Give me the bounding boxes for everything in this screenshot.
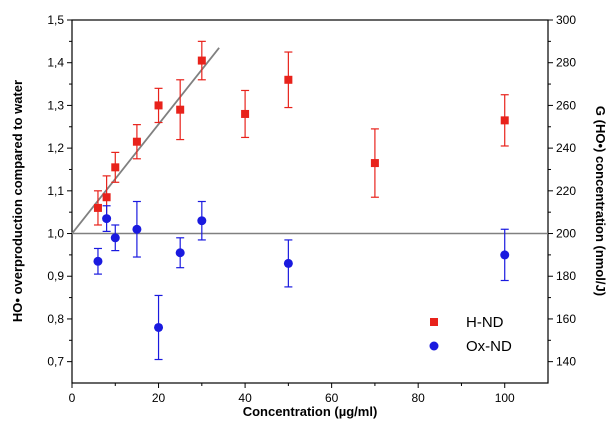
x-tick-label: 20	[152, 391, 166, 405]
y-left-tick-label: 0,7	[47, 355, 64, 369]
data-point-h-nd	[176, 105, 185, 114]
y-right-tick-label: 220	[556, 184, 576, 198]
legend: H-ND Ox-ND	[429, 314, 512, 355]
y-right-tick-label: 160	[556, 312, 576, 326]
y-right-tick-label: 260	[556, 98, 576, 112]
y-left-tick-label: 0,9	[47, 269, 64, 283]
data-point-ox-nd	[110, 233, 120, 243]
x-tick-label: 60	[325, 391, 339, 405]
y-axis-right-title: G (HO•) concentration (nmol/J)	[593, 106, 608, 296]
x-axis: 0 20 40 60 80 100	[69, 383, 515, 405]
x-tick-label: 80	[412, 391, 426, 405]
y-right-tick-label: 140	[556, 355, 576, 369]
data-point-h-nd	[102, 193, 111, 202]
data-point-ox-nd	[93, 256, 103, 266]
y-right-tick-label: 240	[556, 141, 576, 155]
data-point-h-nd	[93, 203, 102, 212]
data-point-ox-nd	[132, 224, 142, 234]
y-left-tick-label: 1,4	[47, 56, 64, 70]
legend-marker-ox-nd	[429, 341, 439, 351]
plot-frame	[71, 19, 549, 384]
legend-marker-h-nd	[430, 318, 438, 326]
y-right-tick-label: 200	[556, 227, 576, 241]
legend-label-ox-nd: Ox-ND	[466, 338, 512, 355]
data-point-h-nd	[197, 56, 206, 65]
fit-line	[71, 47, 220, 235]
y-left-tick-label: 0,8	[47, 312, 64, 326]
y-left-tick-label: 1,5	[47, 13, 64, 27]
x-tick-label: 0	[69, 391, 76, 405]
data-point-ox-nd	[197, 216, 207, 226]
data-point-ox-nd	[154, 322, 164, 332]
data-point-h-nd	[500, 116, 509, 125]
x-axis-title: Concentration (µg/ml)	[243, 404, 378, 419]
y-axis-left-title: HO• overproduction compared to water	[10, 80, 25, 322]
series-h-nd	[93, 40, 509, 226]
y-left-tick-label: 1,2	[47, 141, 64, 155]
y-left-tick-label: 1,0	[47, 227, 64, 241]
data-point-h-nd	[370, 159, 379, 168]
series-layer	[93, 40, 510, 361]
data-point-ox-nd	[283, 258, 293, 268]
data-point-h-nd	[154, 101, 163, 110]
y-right-tick-label: 300	[556, 13, 576, 27]
data-point-ox-nd	[102, 214, 112, 224]
y-axis-left: 0,7 0,8 0,9 1,0 1,1 1,2 1,3 1,4 1,5	[47, 13, 72, 369]
data-point-ox-nd	[175, 248, 185, 258]
data-point-h-nd	[284, 75, 293, 84]
y-axis-right: 140 160 180 200 220 240 260 280 300	[548, 13, 576, 369]
x-tick-label: 40	[238, 391, 252, 405]
x-tick-label: 100	[495, 391, 515, 405]
data-point-h-nd	[241, 109, 250, 118]
y-right-tick-label: 180	[556, 269, 576, 283]
data-point-ox-nd	[500, 250, 510, 260]
legend-label-h-nd: H-ND	[466, 314, 504, 331]
series-ox-nd	[93, 200, 510, 361]
y-left-tick-label: 1,1	[47, 184, 64, 198]
y-right-tick-label: 280	[556, 56, 576, 70]
y-left-tick-label: 1,3	[47, 98, 64, 112]
data-point-h-nd	[111, 163, 120, 172]
data-point-h-nd	[132, 137, 141, 146]
